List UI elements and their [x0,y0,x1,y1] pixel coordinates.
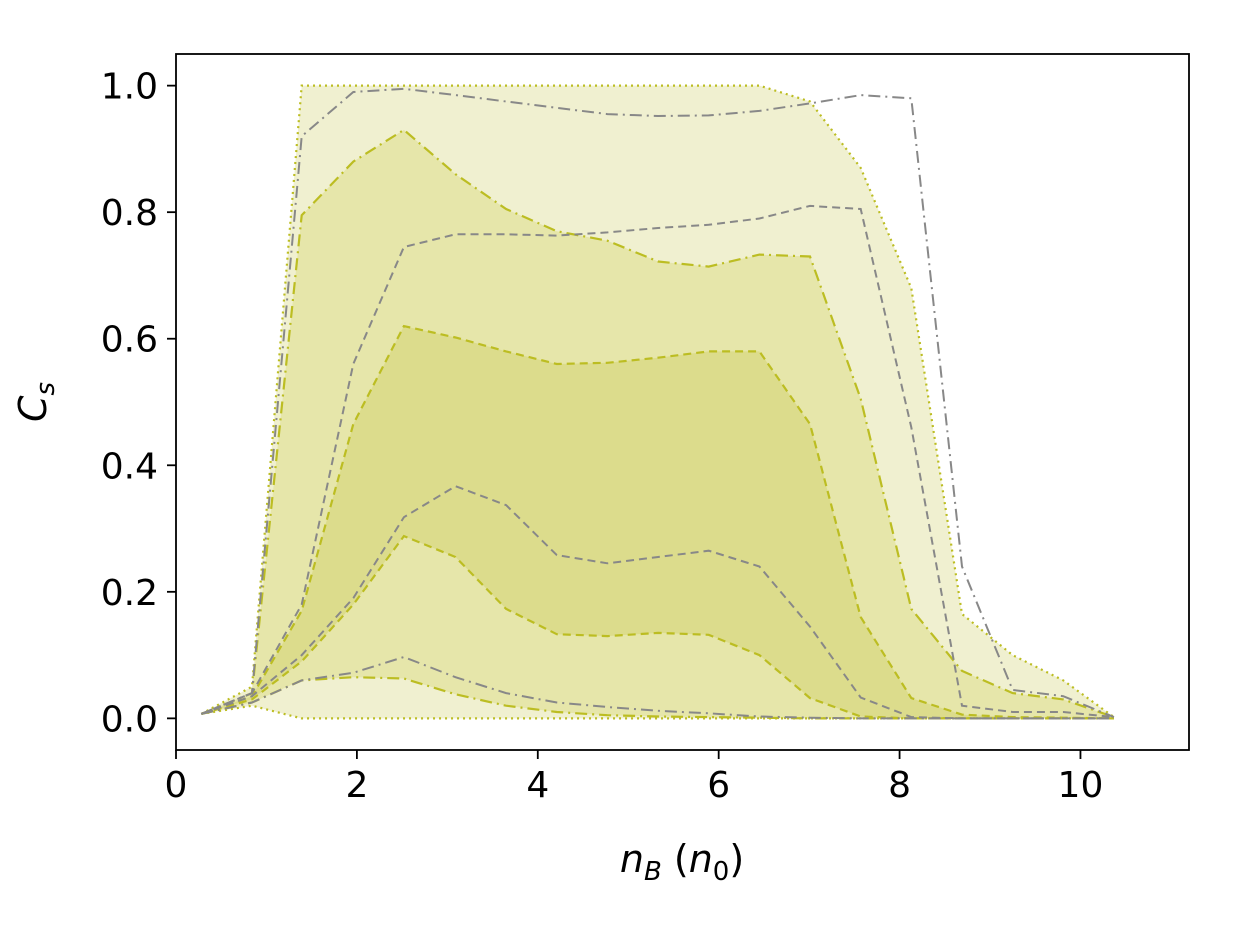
x-tick-label: 10 [1058,765,1104,806]
y-tick-label: 0.2 [101,573,158,614]
band-fill-3 [201,326,1114,719]
bands-layer [200,84,1115,720]
y-tick-label: 0.6 [101,320,158,361]
x-tick-label: 6 [707,765,730,806]
y-axis-label: Cs [11,382,61,422]
x-axis-label: nB (n0) [620,837,744,887]
reference-line-2 [200,204,1115,719]
band-3-upper-line [200,324,1114,720]
x-tick-label: 8 [888,765,911,806]
ticks-layer: 0 2 4 6 8 10 0.0 0.2 0.4 0.6 0.8 1.0 [101,67,1104,806]
reference-lines-layer [200,87,1115,720]
y-tick-label: 0.4 [101,446,158,487]
y-tick-label: 1.0 [101,67,158,108]
y-tick-label: 0.0 [101,699,158,740]
reference-line-4 [201,655,1114,720]
x-tick-label: 0 [165,765,188,806]
x-tick-label: 2 [345,765,368,806]
reference-line-1 [200,87,1115,719]
band-2-upper-line [200,128,1115,719]
plot-frame [175,53,1190,751]
y-tick-label: 0.8 [101,193,158,234]
x-tick-label: 4 [526,765,549,806]
